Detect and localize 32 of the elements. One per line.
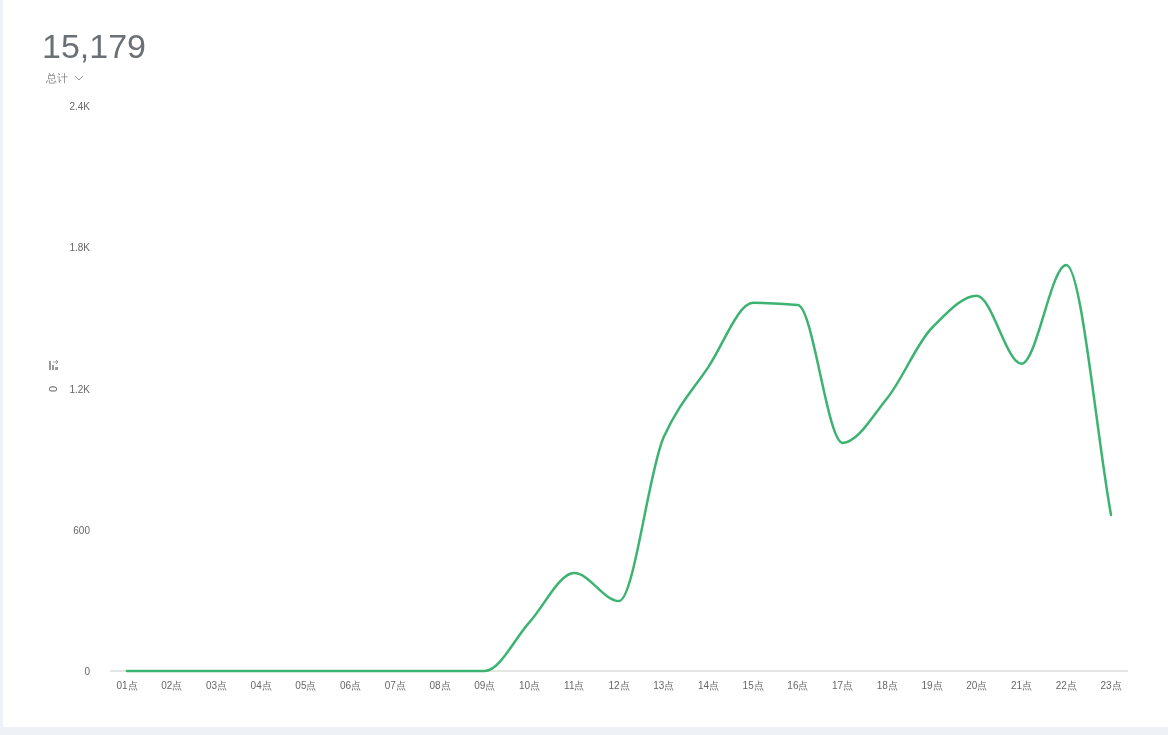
x-tick-label: 09点	[474, 680, 496, 691]
x-tick-label: 22点	[1055, 680, 1077, 691]
chart-subtitle: 总计	[45, 72, 68, 84]
x-tick-label: 05点	[295, 680, 317, 691]
x-tick-label: 11点	[564, 680, 585, 691]
y-tick-label: 600	[73, 524, 91, 536]
y-axis-title: 0	[47, 385, 59, 393]
x-tick-label: 18点	[876, 680, 898, 691]
y-tick-label: 0	[84, 666, 91, 677]
y-tick-label: 1.2K	[69, 383, 91, 395]
x-tick-label: 20点	[966, 680, 988, 691]
x-tick-label: 12点	[608, 680, 630, 691]
x-tick-label: 01点	[116, 680, 138, 691]
y-tick-label: 1.8K	[69, 242, 91, 254]
x-tick-label: 10点	[518, 680, 541, 691]
x-tick-label: 02点	[161, 680, 183, 691]
x-tick-label: 06点	[340, 680, 362, 691]
x-tick-label: 14点	[697, 680, 720, 691]
x-tick-label: 17点	[832, 680, 854, 691]
x-tick-label: 08点	[429, 680, 451, 691]
chart-title: 15,179	[42, 27, 146, 65]
y-tick-label: 2.4K	[69, 101, 91, 112]
x-tick-label: 13点	[653, 680, 675, 691]
x-tick-label: 15点	[742, 680, 764, 691]
x-tick-label: 03点	[205, 680, 228, 691]
x-tick-label: 23点	[1100, 680, 1122, 691]
x-tick-label: 19点	[921, 680, 943, 691]
x-tick-label: 04点	[250, 680, 272, 691]
x-tick-label: 07点	[384, 680, 406, 691]
x-tick-label: 21点	[1010, 680, 1033, 691]
line-series	[125, 263, 1113, 673]
x-tick-label: 16点	[787, 680, 809, 691]
